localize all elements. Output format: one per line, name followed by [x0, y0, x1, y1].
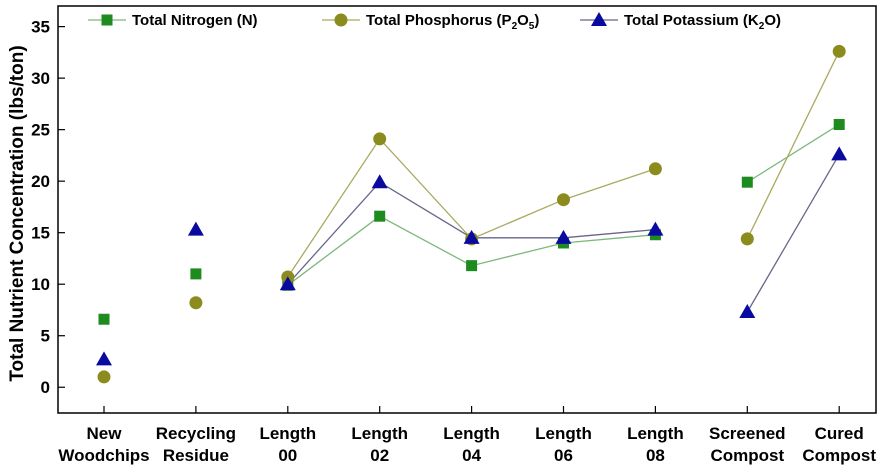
series-line-1	[746, 123, 840, 183]
legend-label-part: 5	[529, 21, 535, 32]
data-point-3	[371, 174, 388, 189]
legend-marker	[334, 13, 348, 27]
y-tick-label: 30	[31, 69, 50, 88]
x-tick-label: Cured Compost	[802, 424, 876, 465]
y-tick-label: 15	[31, 224, 50, 243]
x-tick-label-line: Length	[259, 424, 316, 443]
x-tick-label-line: Length	[627, 424, 684, 443]
x-tick-label: Length 06	[535, 424, 592, 465]
legend-label-part: )	[534, 12, 539, 29]
x-tick-label-line: Residue	[163, 446, 229, 465]
data-point-1	[190, 268, 202, 280]
legend-label: Total Nitrogen (N)	[132, 12, 258, 29]
x-tick-label-line: Compost	[802, 446, 876, 465]
series-line-2	[746, 51, 840, 240]
legend-label-part: 2	[759, 21, 765, 32]
x-tick-label-line: Length	[535, 424, 592, 443]
data-point-1	[833, 118, 845, 130]
x-tick-label-line: Cured	[815, 424, 864, 443]
data-point-1	[374, 210, 386, 222]
data-point-3	[463, 229, 480, 244]
y-tick-label: 10	[31, 275, 50, 294]
x-tick-label-line: 08	[646, 446, 665, 465]
data-point-3	[187, 221, 204, 236]
data-point-2	[373, 132, 387, 146]
data-point-1	[466, 260, 478, 272]
x-tick-label: Length 04	[443, 424, 500, 465]
x-tick-label-line: Length	[351, 424, 408, 443]
x-tick-label: Recycling Residue	[156, 424, 236, 465]
y-tick-label: 25	[31, 121, 50, 140]
legend-label-part: Total Phosphorus (P	[366, 12, 512, 29]
legend-label-part: O	[517, 12, 529, 29]
y-tick-label: 0	[41, 378, 50, 397]
x-tick-label: Length 08	[627, 424, 684, 465]
y-axis-title: Total Nutrient Concentration (lbs/ton)	[7, 45, 28, 381]
legend-marker	[591, 12, 607, 26]
x-tick-label-line: 00	[278, 446, 297, 465]
x-tick-label-line: Length	[443, 424, 500, 443]
data-point-1	[741, 176, 753, 188]
data-point-1	[98, 313, 110, 325]
data-point-3	[739, 304, 756, 319]
x-tick-label: Length 02	[351, 424, 408, 465]
series-line-3	[746, 154, 840, 313]
data-point-3	[279, 276, 296, 291]
data-point-3	[555, 229, 572, 244]
y-tick-label: 5	[41, 327, 50, 346]
data-point-2	[557, 193, 570, 207]
x-tick-label: Screened Compost	[709, 424, 786, 465]
legend-label-part: Total Nitrogen (N)	[132, 12, 258, 29]
x-tick-label-line: Compost	[710, 446, 784, 465]
legend-marker	[101, 14, 113, 26]
x-tick-label: New Woodchips	[58, 424, 149, 465]
x-tick-label-line: Recycling	[156, 424, 236, 443]
legend-label-part: O)	[764, 12, 781, 29]
series-line-2	[287, 137, 656, 278]
x-tick-label-line: 02	[370, 446, 389, 465]
y-tick-label: 35	[31, 18, 50, 37]
data-point-3	[831, 146, 848, 161]
x-tick-label: Length 00	[259, 424, 316, 465]
x-tick-label-line: 04	[462, 446, 481, 465]
legend-label: Total Phosphorus (P2O5)	[366, 12, 539, 32]
data-point-2	[189, 296, 203, 310]
data-point-2	[97, 370, 111, 384]
x-tick-label-line: Screened	[709, 424, 786, 443]
x-tick-label-line: Woodchips	[58, 446, 149, 465]
y-tick-label: 20	[31, 172, 50, 191]
data-point-2	[832, 44, 846, 58]
x-tick-label-line: New	[87, 424, 123, 443]
series-line-1	[287, 215, 656, 286]
legend-label-part: Total Potassium (K	[624, 12, 759, 29]
data-point-2	[648, 162, 662, 176]
legend-label-part: 2	[512, 21, 518, 32]
x-tick-label-line: 06	[554, 446, 573, 465]
legend-label: Total Potassium (K2O)	[624, 12, 781, 32]
data-point-3	[647, 221, 664, 236]
data-point-3	[96, 351, 112, 366]
plot-frame	[57, 5, 877, 414]
data-point-2	[740, 232, 754, 246]
